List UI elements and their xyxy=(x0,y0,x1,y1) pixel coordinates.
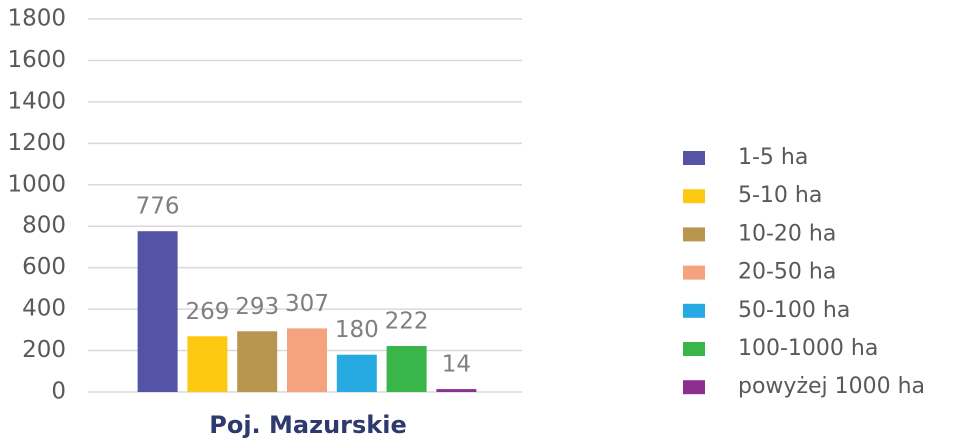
value-label: 293 xyxy=(235,294,279,320)
value-label: 269 xyxy=(185,299,229,325)
legend-swatch xyxy=(683,227,705,242)
value-label: 14 xyxy=(442,352,471,378)
bar xyxy=(237,331,278,392)
legend-label: 5-10 ha xyxy=(738,183,822,208)
value-label: 307 xyxy=(285,291,329,317)
value-label: 222 xyxy=(385,308,429,334)
value-label: 776 xyxy=(136,194,180,220)
legend-swatch xyxy=(683,265,705,280)
legend-label: 1-5 ha xyxy=(738,145,808,170)
legend-label: 50-100 ha xyxy=(738,298,850,323)
y-tick-label: 800 xyxy=(22,213,66,239)
bar xyxy=(137,231,178,392)
y-tick-label: 1600 xyxy=(7,47,66,73)
y-tick-label: 600 xyxy=(22,254,66,280)
legend-swatch xyxy=(683,189,705,204)
y-tick-label: 1000 xyxy=(7,171,66,197)
legend-label: 100-1000 ha xyxy=(738,336,878,361)
y-tick-label: 1200 xyxy=(7,130,66,156)
legend-label: 20-50 ha xyxy=(738,260,836,285)
legend-swatch xyxy=(683,151,705,165)
y-tick-label: 200 xyxy=(22,337,66,363)
y-tick-label: 400 xyxy=(22,296,66,322)
y-tick-label: 1800 xyxy=(7,6,66,32)
bar xyxy=(336,354,377,392)
legend-label: 10-20 ha xyxy=(738,221,836,246)
bar xyxy=(436,389,477,392)
y-tick-label: 1400 xyxy=(7,88,66,114)
bar xyxy=(386,345,427,392)
y-tick-label: 0 xyxy=(51,379,66,405)
bar xyxy=(287,328,327,392)
value-label: 180 xyxy=(335,317,379,343)
bar xyxy=(187,336,228,392)
legend-label: powyżej 1000 ha xyxy=(738,374,925,399)
legend-swatch xyxy=(683,380,705,395)
legend-swatch xyxy=(683,303,705,318)
x-tick-label: Poj. Mazurskie xyxy=(209,411,407,439)
legend-swatch xyxy=(683,342,705,356)
